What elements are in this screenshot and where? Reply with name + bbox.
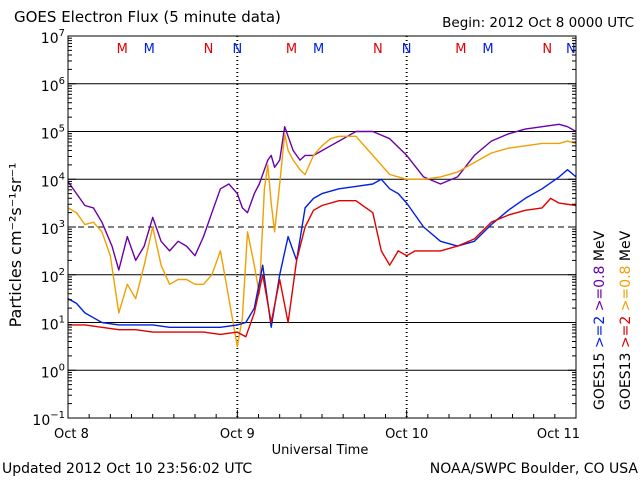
begin-time: Begin: 2012 Oct 8 0000 UTC <box>442 15 634 31</box>
right-legend: GOES15 >=2 >=0.8 MeV GOES13 >=2 >=0.8 MeV <box>592 230 634 410</box>
series-line-1 <box>67 133 577 348</box>
y-tick-label: 107 <box>41 28 65 47</box>
orbit-marker: N <box>566 42 576 57</box>
series-line-2 <box>67 168 577 328</box>
y-tick-label: 103 <box>41 219 65 238</box>
orbit-marker: N <box>402 42 412 57</box>
orbit-marker: N <box>373 42 383 57</box>
source-credit: NOAA/SWPC Boulder, CO USA <box>430 461 639 477</box>
y-tick-label: 104 <box>41 171 65 190</box>
orbit-marker: M <box>455 42 466 57</box>
legend-column: GOES15 >=2 >=0.8 MeV <box>592 230 608 410</box>
y-axis-ticks: 107 106 105 104 103 102 101 100 10−1 <box>32 28 576 429</box>
chart-title: GOES Electron Flux (5 minute data) <box>14 8 281 26</box>
plot-frame <box>67 35 577 419</box>
series-line-3 <box>68 197 577 338</box>
y-tick-label: 106 <box>41 76 65 95</box>
orbit-marker: M <box>313 42 324 57</box>
x-tick-label: Oct 11 <box>537 427 580 442</box>
updated-time: Updated 2012 Oct 10 23:56:02 UTC <box>2 461 252 477</box>
series-group <box>67 123 577 348</box>
orbit-marker: M <box>482 42 493 57</box>
orbit-marker: N <box>204 42 214 57</box>
x-tick-label: Oct 9 <box>220 427 255 442</box>
orbit-marker: M <box>144 42 155 57</box>
y-tick-label: 100 <box>41 362 65 381</box>
x-axis-ticks: Oct 8 Oct 9 Oct 10 Oct 11 <box>54 410 580 442</box>
y-tick-label: 102 <box>41 267 65 286</box>
orbit-marker: M <box>286 42 297 57</box>
y-tick-label: 101 <box>41 315 65 334</box>
series-line-0 <box>67 123 577 271</box>
x-tick-label: Oct 10 <box>385 427 428 442</box>
y-axis-label: Particles cm⁻²s⁻¹sr⁻¹ <box>6 163 25 328</box>
orbit-marker: M <box>117 42 128 57</box>
orbit-marker: N <box>232 42 242 57</box>
y-tick-label: 10−1 <box>32 410 65 429</box>
orbit-marker: N <box>542 42 552 57</box>
legend-column: GOES13 >=2 >=0.8 MeV <box>618 230 634 410</box>
x-axis-label: Universal Time <box>272 443 369 458</box>
x-tick-label: Oct 8 <box>54 427 89 442</box>
y-tick-label: 105 <box>41 124 65 143</box>
